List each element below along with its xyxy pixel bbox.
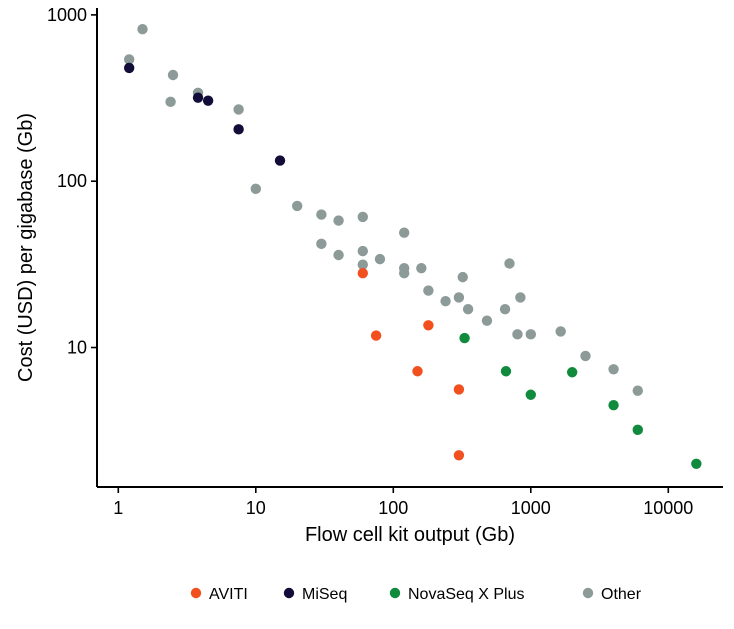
point-other	[357, 259, 368, 270]
x-tick-label: 10	[246, 498, 266, 518]
point-other	[357, 245, 368, 257]
legend: AVITI MiSeq NovaSeq X Plus Other	[190, 586, 642, 603]
legend-marker-other	[582, 587, 594, 599]
point-other	[357, 211, 368, 223]
point-other	[423, 285, 434, 296]
point-novaseq-x-plus	[525, 389, 536, 400]
point-other	[333, 215, 344, 226]
point-other	[137, 24, 148, 35]
point-novaseq-x-plus	[632, 424, 643, 436]
point-other	[515, 292, 526, 303]
point-other	[398, 267, 410, 279]
point-other	[333, 249, 344, 261]
point-other	[555, 326, 566, 337]
plot-area: 1 10 100 1000 10000 10 100 1000	[47, 5, 723, 518]
point-miseq	[233, 124, 244, 135]
point-other	[416, 262, 427, 274]
point-other	[233, 104, 244, 115]
point-other	[608, 364, 619, 375]
data-points	[123, 24, 702, 469]
y-tick-label: 1000	[47, 5, 87, 25]
point-miseq	[274, 155, 286, 166]
point-other	[457, 271, 468, 283]
point-aviti	[453, 384, 465, 395]
x-tick-label: 1	[113, 498, 123, 518]
legend-label-aviti: AVITI	[209, 586, 248, 603]
y-tick-label: 10	[67, 338, 87, 358]
point-other	[316, 238, 327, 250]
legend-label-miseq: MiSeq	[302, 586, 347, 603]
point-other	[398, 227, 410, 238]
point-other	[580, 350, 591, 362]
point-aviti	[370, 330, 382, 341]
point-miseq	[192, 92, 204, 103]
point-other	[123, 54, 135, 65]
point-novaseq-x-plus	[691, 458, 702, 469]
point-other	[499, 303, 511, 315]
point-other	[525, 329, 536, 340]
point-other	[512, 329, 523, 340]
legend-marker-aviti	[190, 587, 202, 599]
point-other	[165, 96, 176, 108]
legend-marker-miseq	[283, 587, 295, 599]
point-miseq	[123, 62, 135, 74]
x-tick-label: 1000	[511, 498, 551, 518]
point-other	[481, 315, 493, 326]
point-aviti	[423, 320, 434, 331]
x-tick-label: 10000	[643, 498, 693, 518]
point-other	[440, 295, 451, 307]
y-axis-ticks: 10 100 1000	[47, 5, 97, 358]
x-axis-title: Flow cell kit output (Gb)	[305, 524, 515, 546]
point-other	[250, 183, 261, 195]
y-axis-title: Cost (USD) per gigabase (Gb)	[15, 113, 37, 382]
point-other	[316, 209, 327, 220]
x-axis-ticks: 1 10 100 1000 10000	[113, 487, 693, 518]
point-other	[167, 69, 179, 81]
legend-label-other: Other	[601, 586, 642, 603]
point-novaseq-x-plus	[500, 366, 512, 377]
y-tick-label: 100	[57, 171, 87, 191]
point-other	[632, 385, 643, 396]
point-novaseq-x-plus	[608, 399, 619, 411]
point-other	[374, 253, 386, 265]
legend-label-novaseq-x-plus: NovaSeq X Plus	[408, 586, 525, 603]
point-novaseq-x-plus	[566, 367, 578, 378]
point-novaseq-x-plus	[459, 332, 470, 344]
point-other	[453, 292, 465, 303]
x-tick-label: 100	[378, 498, 408, 518]
point-other	[462, 303, 474, 315]
point-aviti	[357, 267, 368, 279]
point-aviti	[412, 366, 423, 377]
point-other	[291, 200, 303, 212]
point-other	[504, 258, 515, 269]
point-miseq	[202, 95, 214, 106]
point-aviti	[453, 450, 465, 461]
legend-marker-novaseq-x-plus	[389, 587, 401, 599]
